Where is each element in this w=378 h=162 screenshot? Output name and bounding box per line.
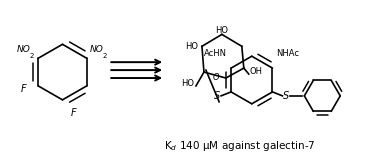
Text: HO: HO [185,42,198,51]
Text: NO: NO [90,45,104,54]
Text: 2: 2 [29,53,34,59]
Text: NHAc: NHAc [276,49,299,58]
Text: NO: NO [16,45,30,54]
Text: HO: HO [215,26,228,35]
Text: K$_d$ 140 μM against galectin-7: K$_d$ 140 μM against galectin-7 [164,139,316,153]
Text: S: S [284,91,290,101]
Text: OH: OH [250,67,263,76]
Text: HO: HO [181,79,194,88]
Text: O: O [212,73,219,82]
Text: AcHN: AcHN [204,49,227,58]
Text: F: F [21,84,26,94]
Text: 2: 2 [102,53,107,59]
Text: F: F [70,108,76,118]
Text: S: S [214,91,220,101]
